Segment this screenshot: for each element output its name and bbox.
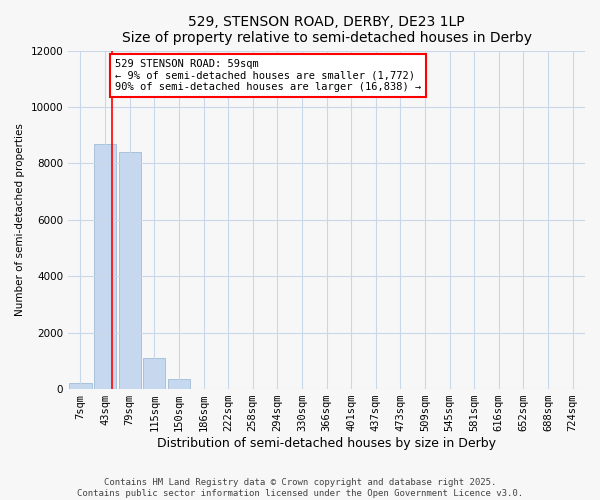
- Bar: [119, 152, 141, 389]
- Bar: [168, 379, 190, 389]
- Title: 529, STENSON ROAD, DERBY, DE23 1LP
Size of property relative to semi-detached ho: 529, STENSON ROAD, DERBY, DE23 1LP Size …: [122, 15, 532, 45]
- Y-axis label: Number of semi-detached properties: Number of semi-detached properties: [15, 124, 25, 316]
- Bar: [143, 358, 166, 389]
- Text: 529 STENSON ROAD: 59sqm
← 9% of semi-detached houses are smaller (1,772)
90% of : 529 STENSON ROAD: 59sqm ← 9% of semi-det…: [115, 59, 421, 92]
- Text: Contains HM Land Registry data © Crown copyright and database right 2025.
Contai: Contains HM Land Registry data © Crown c…: [77, 478, 523, 498]
- Bar: [94, 144, 116, 389]
- X-axis label: Distribution of semi-detached houses by size in Derby: Distribution of semi-detached houses by …: [157, 437, 496, 450]
- Bar: [70, 383, 92, 389]
